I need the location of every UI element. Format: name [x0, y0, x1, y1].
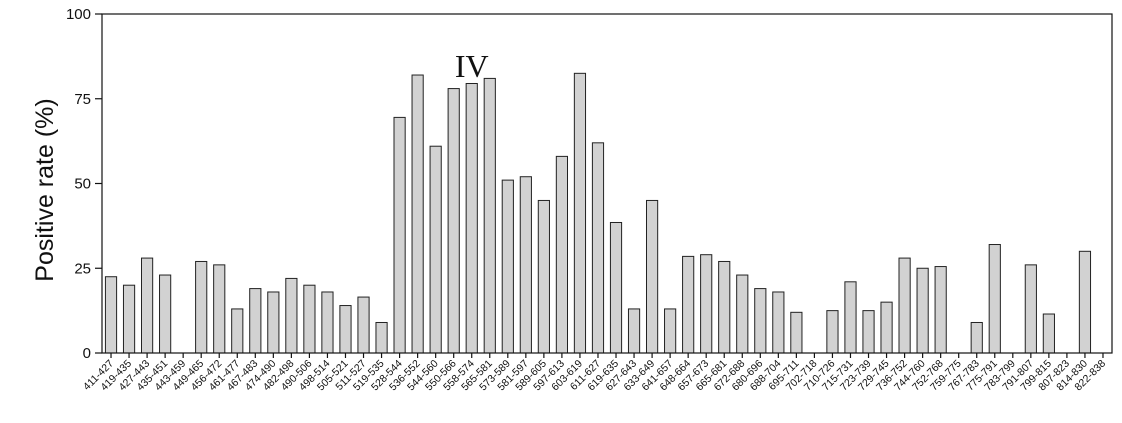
bar: [826, 310, 839, 354]
bar: [1024, 264, 1037, 354]
y-tick-label: 0: [83, 345, 91, 362]
bar: [104, 276, 118, 354]
bar: [898, 257, 911, 354]
bar: [303, 284, 316, 354]
bar: [231, 308, 244, 354]
bar: [880, 301, 893, 354]
bar: [645, 199, 659, 354]
bar: [988, 244, 1001, 354]
bar: [700, 254, 713, 354]
bar: [321, 291, 334, 354]
bar: [790, 311, 803, 354]
bar: [916, 267, 929, 354]
bar: [844, 281, 857, 354]
y-axis-label: Positive rate (%): [31, 98, 59, 281]
bar: [573, 72, 587, 354]
bar: [429, 145, 442, 354]
bar: [267, 291, 280, 354]
bar: [555, 155, 569, 354]
bar: [591, 142, 605, 354]
bar: [213, 264, 226, 354]
bar: [249, 288, 262, 354]
bar: [483, 77, 496, 354]
bar: [934, 266, 947, 354]
y-tick-label: 50: [74, 176, 91, 193]
bar: [1078, 250, 1092, 354]
bar: [736, 274, 749, 354]
y-tick-label: 75: [74, 91, 91, 108]
y-tick-label: 100: [66, 6, 91, 23]
bar: [140, 257, 154, 354]
bar: [970, 321, 983, 354]
bar: [609, 221, 623, 354]
bar: [159, 274, 172, 354]
bar: [862, 310, 875, 354]
y-tick-label: 25: [74, 260, 91, 277]
bar: [682, 255, 695, 354]
bar: [447, 88, 460, 354]
bar: [754, 288, 767, 354]
bar: [1042, 313, 1055, 354]
bar: [357, 296, 370, 354]
bar: [664, 308, 677, 354]
annotation-label: IV: [455, 48, 489, 84]
bar: [285, 277, 298, 354]
bar: [411, 74, 424, 354]
bar: [501, 179, 514, 354]
bar: [465, 82, 478, 354]
bar: [519, 176, 532, 354]
bar: [393, 116, 406, 354]
bar: [195, 260, 208, 354]
bar: [627, 308, 641, 354]
bar: [772, 291, 785, 354]
bar: [537, 199, 550, 354]
bar: [339, 305, 352, 354]
bar: [718, 260, 731, 354]
bar: [375, 321, 388, 354]
bar: [122, 284, 136, 354]
